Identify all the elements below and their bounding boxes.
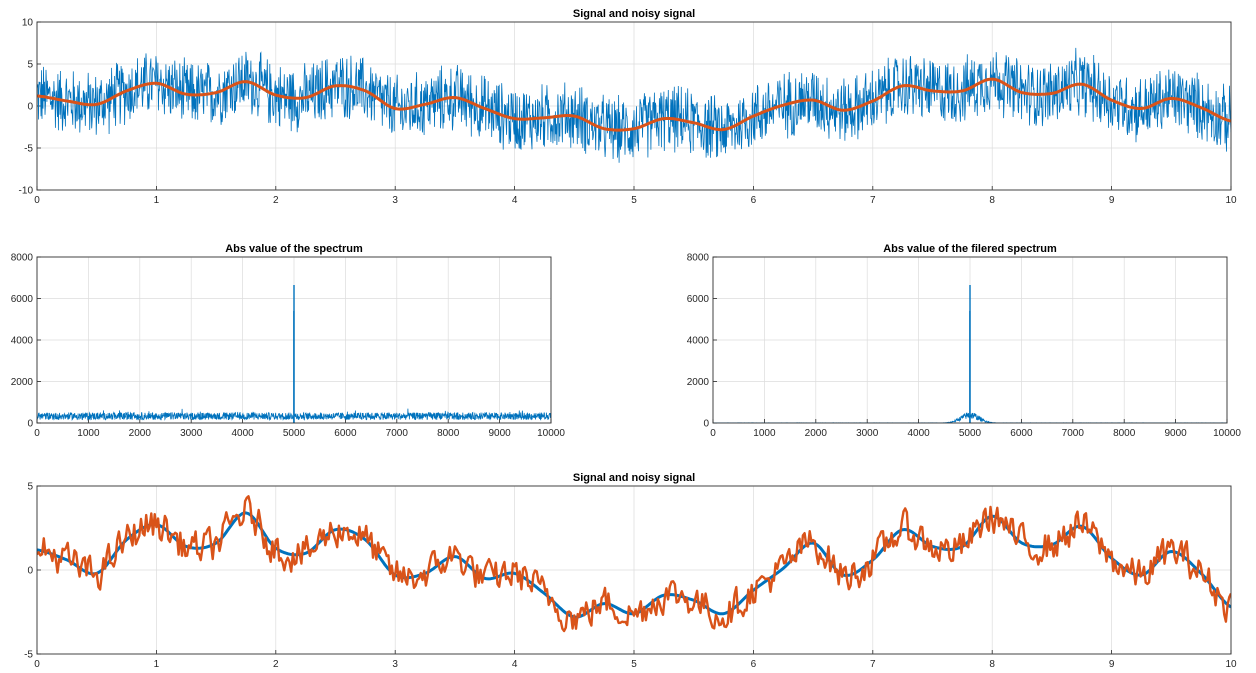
axes-border [36,256,552,424]
axes-spectrum: Abs value of the spectrum 0 1000 2000 3000 4… [11,243,566,439]
x-tick-label: 3000 [180,428,203,439]
series-group [37,47,1231,163]
x-tick-label: 2000 [805,428,828,439]
axes-signal-noisy-top: Signal and noisy signal 0 1 2 3 4 5 6 7 8 9 10 10 5 0… [19,8,1237,206]
x-tick-label: 3 [392,195,398,206]
x-tick-label: 6 [751,659,757,670]
x-tick-label: 7000 [386,428,409,439]
x-tick-label: 1000 [753,428,776,439]
y-tick-label: 8000 [687,253,710,264]
axes-border [36,21,1232,191]
x-tick-label: 1 [154,195,160,206]
axes-border [712,256,1228,424]
x-tick-label: 6000 [334,428,357,439]
y-tick-label: 5 [27,482,33,493]
recovered-signal-line [37,495,1231,633]
x-tick-label: 7000 [1062,428,1085,439]
y-tick-label: 0 [703,419,709,430]
y-tick-label: 4000 [687,336,710,347]
x-tick-label: 4000 [907,428,930,439]
y-tick-label: 0 [27,102,33,113]
x-tick-label: 5000 [959,428,982,439]
x-tick-label: 0 [710,428,716,439]
x-tick-label: 9 [1109,195,1115,206]
y-tick-label: 6000 [687,294,710,305]
x-tick-label: 1 [154,659,160,670]
axes-filtered-spectrum: Abs value of the filered spectrum 0 1000 2… [687,243,1242,439]
y-tick-label: 4000 [11,336,34,347]
x-tick-label: 2 [273,659,279,670]
x-tick-label: 9 [1109,659,1115,670]
y-tick-label: 5 [27,60,33,71]
x-tick-label: 10 [1225,195,1237,206]
x-tick-label: 8000 [1113,428,1136,439]
y-tick-label: -10 [19,186,34,197]
x-tick-label: 3000 [856,428,879,439]
x-tick-label: 2 [273,195,279,206]
x-tick-label: 0 [34,195,40,206]
series-group [37,495,1231,633]
y-tick-label: 0 [27,566,33,577]
x-tick-label: 4 [512,659,518,670]
chart-title: Signal and noisy signal [573,8,695,20]
y-tick-label: -5 [24,144,33,155]
x-tick-label: 4000 [231,428,254,439]
x-tick-label: 10000 [537,428,565,439]
x-tick-label: 8 [989,659,995,670]
x-tick-label: 5 [631,659,637,670]
x-tick-label: 8000 [437,428,460,439]
y-tick-label: 2000 [687,377,710,388]
y-tick-label: 10 [22,18,34,29]
x-tick-label: 0 [34,428,40,439]
x-tick-label: 0 [34,659,40,670]
x-tick-label: 8 [989,195,995,206]
x-tick-label: 10000 [1213,428,1241,439]
x-tick-label: 3 [392,659,398,670]
x-tick-label: 10 [1225,659,1237,670]
axes-border [36,485,1232,655]
x-tick-label: 9000 [488,428,511,439]
x-tick-label: 5 [631,195,637,206]
y-tick-label: 0 [27,419,33,430]
chart-title: Signal and noisy signal [573,472,695,484]
chart-title: Abs value of the filered spectrum [883,243,1057,255]
y-tick-label: 8000 [11,253,34,264]
y-tick-label: 6000 [11,294,34,305]
y-tick-label: -5 [24,650,33,661]
x-tick-label: 2000 [129,428,152,439]
clean-signal-line [37,77,1231,132]
x-tick-label: 7 [870,195,876,206]
x-tick-label: 6 [751,195,757,206]
x-tick-label: 4 [512,195,518,206]
x-tick-label: 5000 [283,428,306,439]
x-tick-label: 7 [870,659,876,670]
noisy-signal-line [37,47,1231,163]
x-tick-label: 1000 [77,428,100,439]
y-tick-label: 2000 [11,377,34,388]
series-group [37,285,551,423]
chart-title: Abs value of the spectrum [225,243,363,255]
x-tick-label: 9000 [1164,428,1187,439]
x-tick-label: 6000 [1010,428,1033,439]
